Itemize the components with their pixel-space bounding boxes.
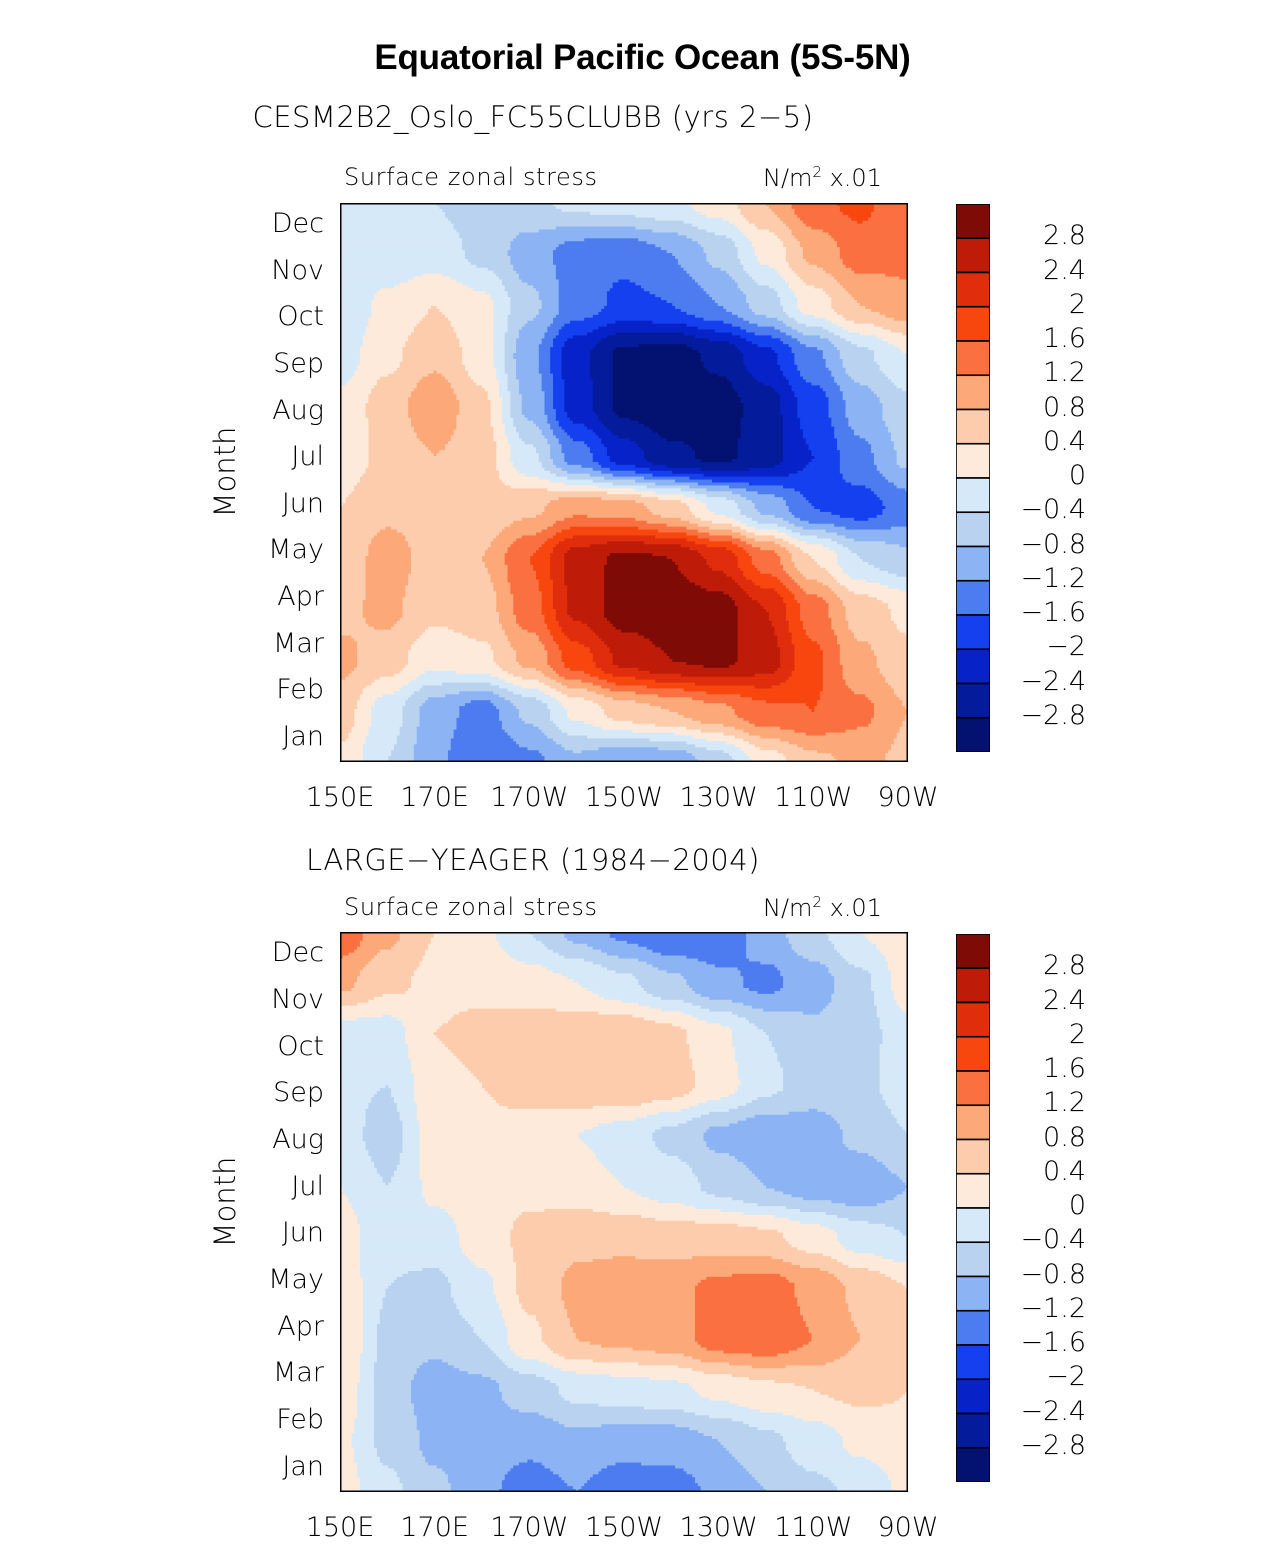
colorbar-label: 1.2 (1043, 357, 1086, 389)
xtick-label-90w: 90W (877, 782, 939, 813)
units-prefix: N/m (763, 894, 813, 922)
colorbar-label: −2.4 (1020, 1395, 1086, 1427)
panel-1-plot-area (340, 203, 908, 762)
xtick-label-150e: 150E (305, 1512, 375, 1543)
ytick-label-oct: Oct (277, 301, 324, 333)
xtick-label-90w: 90W (877, 1512, 939, 1543)
panel-1-units-label: N/m2 x.01 (763, 163, 882, 192)
ytick-label-aug: Aug (272, 1124, 324, 1155)
xtick-label-150e: 150E (305, 782, 375, 813)
colorbar-label: −0.4 (1020, 1224, 1086, 1256)
colorbar-label: −2.8 (1020, 699, 1086, 731)
ytick-label-aug: Aug (272, 394, 324, 426)
ytick-label-dec: Dec (271, 208, 324, 240)
xtick-label-130w: 130W (679, 782, 758, 813)
panel-1-field-label: Surface zonal stress (344, 163, 598, 191)
colorbar-label: −1.2 (1020, 1292, 1086, 1324)
colorbar-label: −2.4 (1020, 665, 1086, 697)
colorbar-label: 1.2 (1043, 1087, 1086, 1119)
units-prefix: N/m (763, 164, 813, 192)
xtick-label-150w: 150W (584, 782, 664, 813)
xtick-label-170e: 170E (400, 782, 469, 813)
colorbar-label: 2.4 (1043, 984, 1086, 1016)
colorbar-label: −0.8 (1020, 528, 1086, 560)
panel-1-colorbar (956, 204, 990, 752)
colorbar-label: 2.4 (1043, 254, 1086, 286)
ytick-label-jul: Jul (291, 1170, 324, 1202)
ytick-label-feb: Feb (276, 674, 324, 706)
panel-2-field-label: Surface zonal stress (344, 893, 598, 921)
page-title: Equatorial Pacific Ocean (5S-5N) (374, 38, 911, 77)
colorbar-label: 0 (1068, 1190, 1086, 1221)
ytick-label-may: May (268, 1264, 324, 1295)
units-exponent: 2 (812, 893, 822, 911)
ytick-label-apr: Apr (277, 580, 324, 612)
ytick-label-oct: Oct (277, 1030, 324, 1062)
ytick-label-feb: Feb (276, 1404, 324, 1435)
ytick-label-jul: Jul (291, 441, 324, 473)
ytick-label-may: May (268, 534, 324, 566)
colorbar-label: −2.8 (1020, 1429, 1086, 1461)
ytick-label-mar: Mar (273, 627, 324, 659)
colorbar-label: 2.8 (1043, 220, 1086, 252)
ytick-label-dec: Dec (271, 937, 324, 969)
colorbar-label: −1.6 (1020, 597, 1086, 628)
colorbar-label: 0.8 (1043, 391, 1086, 423)
panel-2-plot-area (340, 932, 908, 1492)
units-exponent: 2 (812, 163, 822, 181)
ytick-label-jan: Jan (282, 1450, 324, 1482)
colorbar-label: −0.8 (1020, 1258, 1086, 1290)
colorbar-label: −2 (1046, 631, 1086, 663)
colorbar-label: 2 (1068, 1018, 1086, 1050)
colorbar-label: −1.2 (1020, 562, 1086, 594)
xtick-label-170e: 170E (400, 1512, 469, 1543)
colorbar-label: 0.4 (1043, 1155, 1086, 1187)
xtick-label-150w: 150W (584, 1512, 664, 1543)
units-suffix: x.01 (821, 894, 882, 922)
xtick-label-130w: 130W (679, 1512, 758, 1543)
panel-1-title: CESM2B2_Oslo_FC55CLUBB (yrs 2−5) (252, 100, 814, 134)
panel-2-units-label: N/m2 x.01 (763, 893, 882, 922)
xtick-label-110w: 110W (774, 782, 853, 813)
ytick-label-sep: Sep (273, 348, 324, 380)
colorbar-label: 0.8 (1043, 1121, 1086, 1153)
colorbar-label: 1.6 (1043, 323, 1086, 354)
ytick-label-sep: Sep (273, 1077, 324, 1109)
ytick-label-nov: Nov (271, 984, 324, 1015)
colorbar-label: −0.4 (1020, 494, 1086, 526)
ytick-label-nov: Nov (271, 254, 324, 286)
ytick-label-jan: Jan (282, 720, 324, 752)
panel-2-colorbar (956, 934, 990, 1482)
colorbar-label: 1.6 (1043, 1053, 1086, 1084)
colorbar-label: 0 (1068, 460, 1086, 491)
ytick-label-jun: Jun (281, 1217, 324, 1249)
ytick-label-apr: Apr (277, 1310, 324, 1342)
colorbar-label: 0.4 (1043, 425, 1086, 457)
panel-2-title: LARGE−YEAGER (1984−2004) (306, 843, 760, 877)
units-suffix: x.01 (821, 164, 882, 192)
colorbar-label: 2.8 (1043, 950, 1086, 982)
xtick-label-110w: 110W (774, 1512, 853, 1543)
colorbar-label: −1.6 (1020, 1327, 1086, 1358)
colorbar-label: 2 (1068, 288, 1086, 320)
xtick-label-170w: 170W (490, 782, 569, 813)
colorbar-label: −2 (1046, 1361, 1086, 1393)
ytick-label-mar: Mar (273, 1357, 324, 1389)
xtick-label-170w: 170W (490, 1512, 569, 1543)
ytick-label-jun: Jun (281, 487, 324, 519)
